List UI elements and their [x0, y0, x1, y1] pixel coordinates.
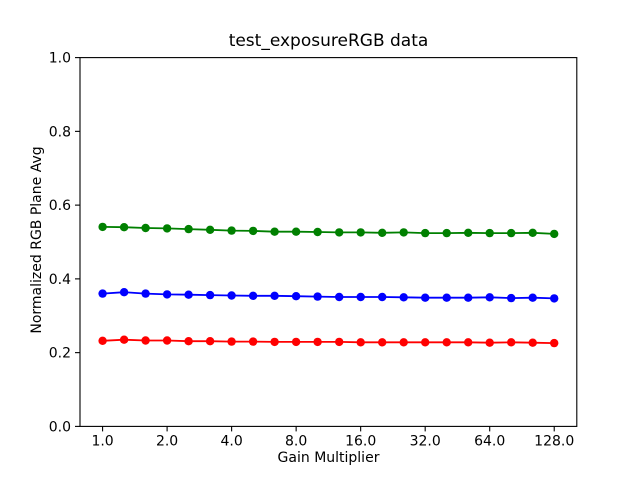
data-point-marker [248, 337, 258, 346]
data-point-marker [399, 338, 408, 347]
x-tick-label: 128.0 [534, 433, 574, 449]
data-point-marker [356, 292, 365, 302]
data-point-marker [162, 224, 172, 233]
data-point-marker [205, 337, 215, 346]
series-blue-plane [98, 288, 559, 303]
series-green-plane [98, 222, 559, 239]
data-point-marker [141, 336, 150, 345]
data-point-marker [270, 227, 279, 236]
data-point-marker [119, 335, 129, 344]
data-point-marker [184, 337, 193, 346]
y-tick-label: 0.8 [49, 124, 71, 140]
data-point-marker [356, 228, 365, 237]
data-point-marker [421, 228, 430, 238]
data-point-marker [464, 228, 473, 237]
x-axis: 1.0 2.0 4.0 8.0 16.0 32.0 64.0 128.0 [91, 426, 574, 449]
data-point-marker [528, 293, 537, 302]
data-point-marker [162, 336, 172, 345]
y-axis: 0.0 0.2 0.4 0.6 0.8 1.0 [49, 51, 80, 435]
data-point-marker [227, 337, 236, 346]
data-point-marker [464, 293, 473, 302]
x-tick-label: 1.0 [91, 433, 113, 449]
data-point-marker [98, 289, 107, 298]
x-tick-label: 16.0 [345, 433, 376, 449]
y-tick-label: 0.2 [49, 346, 71, 362]
y-tick-label: 0.6 [49, 198, 71, 214]
data-point-marker [399, 228, 408, 237]
data-point-marker [528, 338, 537, 347]
data-point-marker [464, 338, 473, 347]
data-point-marker [550, 294, 559, 303]
x-tick-label: 2.0 [156, 433, 178, 449]
data-point-marker [291, 337, 301, 347]
y-axis-label: Normalized RGB Plane Avg [29, 146, 45, 334]
y-tick-label: 1.0 [49, 51, 71, 67]
data-point-marker [291, 292, 301, 301]
data-point-marker [141, 289, 150, 298]
data-point-marker [507, 228, 516, 238]
data-point-marker [378, 292, 387, 302]
y-tick-label: 0.0 [49, 419, 71, 435]
data-point-marker [485, 293, 494, 302]
data-point-marker [335, 292, 344, 302]
data-point-marker [227, 291, 236, 300]
data-point-marker [291, 227, 301, 236]
data-point-marker [356, 338, 365, 347]
data-point-marker [205, 290, 215, 300]
data-point-marker [528, 228, 537, 237]
data-point-marker [507, 293, 516, 303]
x-tick-label: 4.0 [220, 433, 242, 449]
data-point-marker [550, 229, 559, 239]
data-point-marker [248, 226, 258, 236]
data-point-marker [227, 226, 236, 235]
data-point-marker [335, 228, 344, 237]
data-point-marker [313, 292, 322, 301]
data-point-marker [550, 338, 559, 348]
plot-border [79, 57, 578, 427]
x-tick-label: 32.0 [410, 433, 441, 449]
data-point-marker [270, 291, 279, 300]
data-point-marker [98, 222, 107, 232]
data-point-marker [162, 290, 172, 299]
x-tick-label: 8.0 [285, 433, 307, 449]
data-point-marker [205, 225, 215, 234]
data-point-marker [184, 290, 193, 299]
data-point-marker [421, 293, 430, 302]
data-point-marker [98, 336, 107, 345]
data-point-marker [335, 337, 344, 347]
data-point-marker [313, 337, 322, 347]
series-line [102, 291, 555, 300]
data-point-marker [378, 338, 387, 347]
series-red-plane [98, 335, 559, 348]
x-tick-label: 64.0 [474, 433, 505, 449]
series-line [102, 226, 555, 235]
data-point-marker [248, 291, 258, 300]
data-point-marker [141, 223, 150, 233]
data-point-marker [485, 228, 494, 238]
data-point-marker [485, 338, 494, 347]
data-point-marker [442, 228, 451, 238]
data-point-marker [507, 338, 516, 347]
data-point-marker [313, 227, 322, 237]
data-point-marker [119, 288, 129, 297]
data-point-marker [421, 338, 430, 347]
data-point-marker [270, 337, 279, 347]
data-point-marker [184, 224, 193, 234]
y-tick-label: 0.4 [49, 272, 71, 288]
data-point-marker [399, 293, 408, 302]
data-point-marker [119, 223, 129, 232]
x-axis-label: Gain Multiplier [277, 450, 380, 466]
series-line [102, 338, 555, 344]
data-point-marker [442, 293, 451, 302]
chart-title: test_exposureRGB data [228, 31, 429, 51]
data-point-marker [378, 228, 387, 237]
data-point-marker [442, 338, 451, 347]
